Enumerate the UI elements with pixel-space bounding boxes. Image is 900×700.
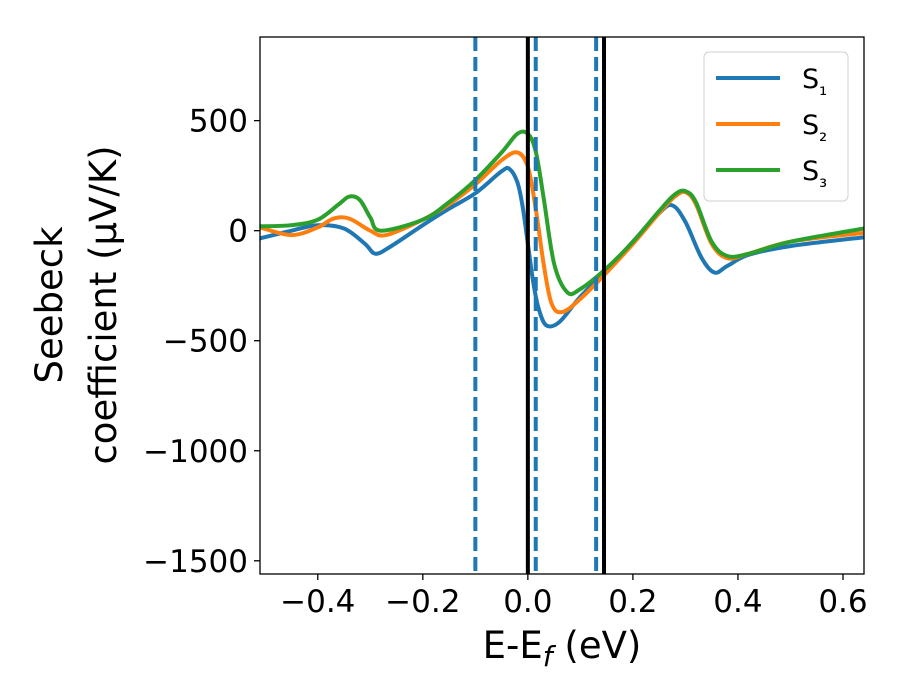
plot-frame — [259, 36, 865, 575]
y-tick-label: 0 — [228, 214, 248, 250]
series-line-s1 — [260, 165, 864, 329]
x-tick-label: 0.6 — [818, 584, 867, 620]
series-line-s3 — [260, 129, 864, 297]
y-axis-title-line-1: Seebeck — [28, 226, 71, 384]
x-ticks-group: −0.4 −0.2 0.0 0.2 0.4 0.6 — [280, 574, 868, 620]
x-tick-label: 0.0 — [503, 584, 552, 620]
y-axis-title-line-2: coefficient (μV/K) — [82, 145, 125, 464]
x-axis-title: E-Ef (eV) — [483, 624, 642, 673]
x-tick-label: −0.4 — [280, 584, 355, 620]
series-group — [260, 129, 864, 329]
y-ticks-group: 500 0 −500 −1000 −1500 — [143, 104, 260, 580]
x-tick-label: 0.4 — [713, 584, 762, 620]
legend-frame — [703, 51, 849, 202]
y-tick-label: −1000 — [143, 434, 248, 470]
y-axis-title: Seebeck coefficient (μV/K) — [28, 145, 125, 464]
x-tick-label: 0.2 — [608, 584, 657, 620]
x-tick-label: −0.2 — [385, 584, 460, 620]
y-tick-label: 500 — [189, 104, 248, 140]
y-tick-label: −1500 — [143, 544, 248, 580]
vertical-lines-group — [473, 37, 607, 574]
y-tick-label: −500 — [163, 324, 248, 360]
